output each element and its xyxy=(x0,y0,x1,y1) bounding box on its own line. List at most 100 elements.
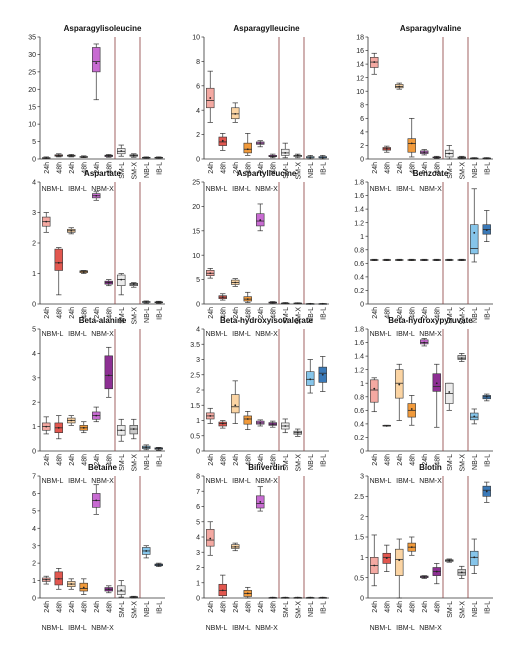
mean-marker xyxy=(157,301,160,304)
box-24h-0 xyxy=(42,156,51,160)
mean-marker xyxy=(284,596,287,599)
box-24h-0 xyxy=(206,268,215,279)
x-tick-label: 24h xyxy=(94,454,101,466)
mean-marker xyxy=(373,564,376,567)
x-tick-label: IB-L xyxy=(320,307,327,320)
box-nb-l-8 xyxy=(142,444,151,451)
y-tick-label: 4 xyxy=(196,327,200,334)
box-sm-x-7 xyxy=(129,153,138,158)
mean-marker xyxy=(385,147,388,150)
box-24h-2 xyxy=(67,415,76,426)
mean-marker xyxy=(107,588,110,591)
mean-marker xyxy=(259,422,262,424)
y-tick-label: 0 xyxy=(32,596,36,603)
mean-marker xyxy=(234,404,237,407)
y-tick-label: 0 xyxy=(196,449,200,456)
y-tick-label: 1 xyxy=(32,578,36,585)
x-tick-label: SM-L xyxy=(119,601,126,618)
mean-marker xyxy=(120,429,123,432)
mean-marker xyxy=(271,155,274,158)
y-tick-label: 2 xyxy=(360,514,364,521)
group-label: IBM-L xyxy=(232,478,251,485)
mean-marker xyxy=(410,142,413,145)
box-iqr xyxy=(54,248,63,271)
box-sm-l-6 xyxy=(117,273,126,296)
panel-aspartylleucine: Aspartylleucine 0 5 10 15 20 25 24h 48h 24h 48h 24h… xyxy=(192,169,329,338)
group-label: IBM-L xyxy=(68,625,87,632)
mean-marker xyxy=(410,259,413,261)
x-tick-label: 24h xyxy=(397,307,404,319)
y-tick-label: 0.8 xyxy=(354,247,364,254)
box-48h-3 xyxy=(243,291,252,303)
x-tick-label: 48h xyxy=(106,454,113,466)
box-24h-0 xyxy=(42,575,51,585)
box-sm-l-6 xyxy=(117,144,126,157)
mean-marker xyxy=(95,414,98,417)
y-tick-label: 0 xyxy=(360,596,364,603)
y-tick-label: 2.5 xyxy=(354,494,364,501)
y-tick-label: 6 xyxy=(360,116,364,123)
box-48h-1 xyxy=(218,420,227,429)
y-tick-label: 1 xyxy=(360,234,364,241)
x-tick-label: 48h xyxy=(409,162,416,174)
y-tick-label: 1 xyxy=(196,580,200,587)
mean-marker xyxy=(82,586,85,589)
group-label: NBM-X xyxy=(255,331,278,338)
y-tick-label: 20 xyxy=(192,204,200,211)
y-tick-label: 1 xyxy=(360,381,364,388)
y-tick-label: 5 xyxy=(32,327,36,334)
panel-title: Benzoate xyxy=(413,169,449,178)
mean-marker xyxy=(321,373,324,376)
y-tick-label: 0.4 xyxy=(354,421,364,428)
box-48h-5 xyxy=(432,363,441,428)
mean-marker xyxy=(448,559,451,562)
x-tick-label: 24h xyxy=(44,307,51,319)
box-48h-5 xyxy=(268,596,277,599)
box-24h-2 xyxy=(395,258,404,261)
x-tick-label: NB-L xyxy=(144,601,151,617)
x-tick-label: 48h xyxy=(220,601,227,613)
group-label: NBM-X xyxy=(419,478,442,485)
x-tick-label: 48h xyxy=(106,601,113,613)
y-tick-label: 0 xyxy=(196,157,200,164)
y-tick-label: 4 xyxy=(360,129,364,136)
x-tick-label: 24h xyxy=(422,162,429,174)
mean-marker xyxy=(460,259,463,261)
x-tick-label: 48h xyxy=(245,454,252,466)
x-tick-label: SM-X xyxy=(295,162,302,180)
mean-marker xyxy=(259,142,262,145)
y-tick-label: 3 xyxy=(196,357,200,364)
box-48h-3 xyxy=(79,421,88,434)
mean-marker xyxy=(410,546,413,549)
x-tick-label: IB-L xyxy=(156,601,163,614)
group-label: NBM-L xyxy=(370,331,392,338)
box-48h-5 xyxy=(104,346,113,398)
y-tick-label: 1.5 xyxy=(190,403,200,410)
group-label: NBM-L xyxy=(206,186,228,193)
box-sm-x-7 xyxy=(457,258,466,261)
box-ib-l-9 xyxy=(154,156,163,159)
box-sm-x-7 xyxy=(129,418,138,440)
mean-marker xyxy=(385,259,388,261)
mean-marker xyxy=(209,97,212,99)
group-label: IBM-L xyxy=(396,625,415,632)
mean-marker xyxy=(120,589,123,592)
x-tick-label: NB-L xyxy=(308,162,315,178)
group-label: NBM-X xyxy=(255,186,278,193)
box-48h-3 xyxy=(407,117,416,158)
x-tick-label: 48h xyxy=(56,162,63,174)
box-iqr xyxy=(370,379,379,403)
box-sm-l-6 xyxy=(445,382,454,411)
box-sm-x-7 xyxy=(293,153,302,159)
mean-marker xyxy=(435,259,438,261)
group-label: IBM-L xyxy=(232,331,251,338)
mean-marker xyxy=(309,378,312,381)
box-24h-4 xyxy=(92,406,101,423)
mean-marker xyxy=(246,418,249,420)
x-tick-label: 24h xyxy=(258,601,265,613)
mean-marker xyxy=(296,431,299,434)
x-tick-label: SM-X xyxy=(131,162,138,180)
box-24h-2 xyxy=(395,363,404,421)
y-tick-label: 20 xyxy=(28,87,36,94)
